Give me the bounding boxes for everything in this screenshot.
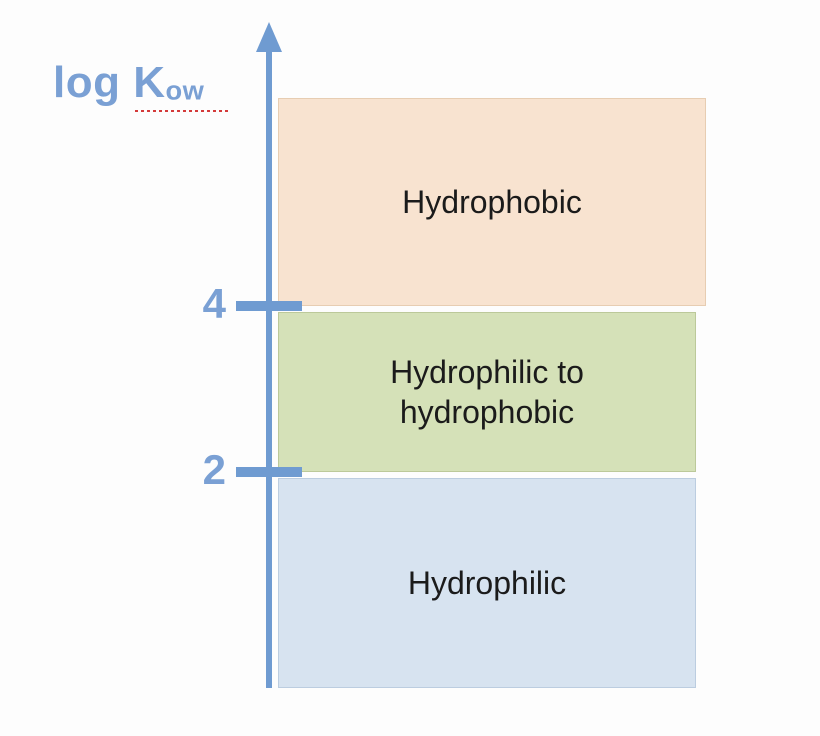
axis-tick-2	[236, 467, 302, 477]
region-hydrophobic-label: Hydrophobic	[402, 182, 582, 222]
y-axis-arrow-icon	[256, 22, 282, 52]
diagram-stage: Hydrophobic Hydrophilic tohydrophobic Hy…	[0, 0, 820, 736]
axis-tick-label-2: 2	[170, 446, 226, 494]
region-mid: Hydrophilic tohydrophobic	[278, 312, 696, 472]
region-hydrophilic-label: Hydrophilic	[408, 563, 566, 603]
region-hydrophobic: Hydrophobic	[278, 98, 706, 306]
spellcheck-underline-icon	[135, 110, 230, 112]
axis-title-prefix: log	[53, 58, 133, 107]
y-axis-line	[266, 48, 272, 688]
axis-title-subscript: ow	[165, 75, 204, 106]
axis-tick-label-4: 4	[170, 280, 226, 328]
region-hydrophilic: Hydrophilic	[278, 478, 696, 688]
axis-tick-4	[236, 301, 302, 311]
region-mid-label: Hydrophilic tohydrophobic	[390, 352, 584, 432]
axis-title: log Kow	[53, 58, 204, 108]
axis-title-symbol: K	[133, 58, 165, 107]
